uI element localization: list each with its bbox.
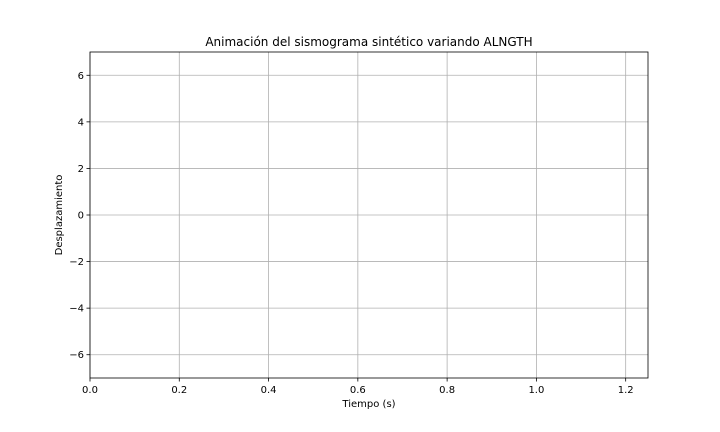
x-tick-label: 1.2 bbox=[618, 385, 634, 396]
x-tick-label: 0.2 bbox=[171, 385, 187, 396]
x-tick-label: 0.0 bbox=[82, 385, 98, 396]
x-tick-label: 0.6 bbox=[350, 385, 366, 396]
x-axis-title: Tiempo (s) bbox=[341, 399, 395, 410]
y-tick-label: −4 bbox=[69, 304, 84, 315]
y-tick-label: −6 bbox=[69, 350, 84, 361]
y-tick-label: 6 bbox=[78, 71, 84, 82]
chart-title: Animación del sismograma sintético varia… bbox=[205, 35, 532, 49]
y-tick-label: 2 bbox=[78, 164, 84, 175]
x-tick-label: 0.8 bbox=[439, 385, 455, 396]
grid-layer bbox=[89, 52, 648, 378]
x-tick-label: 1.0 bbox=[528, 385, 544, 396]
tick-layer: 0.0 0.2 0.4 0.6 0.8 1.0 1.2 −6 −4 −2 0 2 4 6 bbox=[69, 71, 633, 396]
y-tick-label: 4 bbox=[78, 117, 84, 128]
y-tick-label: −2 bbox=[69, 257, 84, 268]
x-tick-label: 0.4 bbox=[261, 385, 277, 396]
y-tick-label: 0 bbox=[78, 211, 84, 222]
y-axis-title: Desplazamiento bbox=[54, 175, 65, 256]
